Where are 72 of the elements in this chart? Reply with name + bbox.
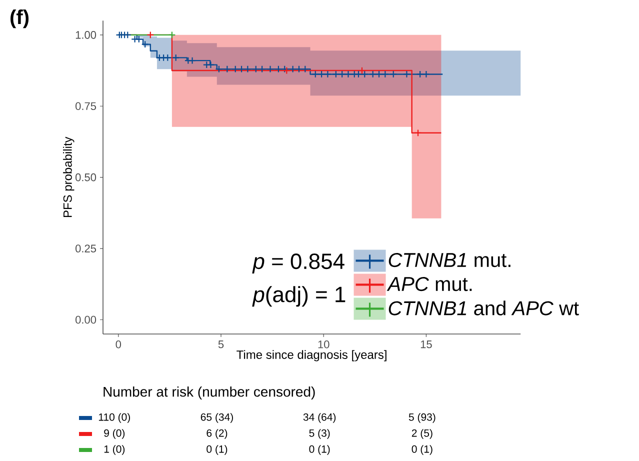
point: [172, 54, 180, 62]
y-tick-label: 0.00: [76, 316, 96, 324]
point: [244, 65, 252, 73]
point: [312, 70, 320, 78]
point: [164, 54, 172, 62]
y-tick-label: 0.50: [76, 173, 96, 182]
point: [390, 70, 398, 78]
point: [266, 65, 274, 73]
text: 5 (3): [309, 429, 330, 439]
point: [135, 35, 143, 43]
text: 65 (34): [200, 413, 233, 423]
x-tick-label: 5: [218, 340, 224, 348]
point: [160, 54, 168, 62]
point: [416, 70, 424, 78]
annotation: p(adj) = 1: [252, 286, 346, 307]
point: [202, 61, 210, 69]
text: 9 (0): [104, 429, 125, 439]
point: [344, 70, 352, 78]
point: [369, 70, 377, 78]
point: [402, 70, 410, 78]
point: [324, 70, 332, 78]
x-axis-title: Time since diagnosis [years]: [236, 350, 386, 362]
legend-label: CTNNB1 mut.: [388, 252, 510, 268]
text: 0 (1): [309, 445, 330, 455]
text: 6 (2): [206, 429, 228, 439]
text: 5 (93): [408, 413, 436, 423]
point: [301, 65, 309, 73]
point: [184, 56, 192, 64]
point: [238, 65, 246, 73]
text: Number at risk (number censored): [104, 386, 315, 400]
legend-label: APC mut.: [386, 276, 472, 292]
point: [354, 70, 362, 78]
point: [381, 70, 389, 78]
y-tick-label: 0.25: [76, 244, 96, 252]
x-tick-label: 0: [116, 340, 122, 348]
text: 0 (1): [206, 445, 228, 455]
text: 110 (0): [98, 413, 130, 423]
point: [141, 40, 149, 48]
point: [295, 65, 303, 73]
annotation: p = 0.854: [252, 254, 344, 274]
point: [338, 70, 346, 78]
point: [318, 70, 326, 78]
point: [350, 70, 358, 78]
text: 2 (5): [412, 429, 432, 439]
point: [168, 31, 176, 39]
text: 1 (0): [104, 445, 125, 455]
point: [252, 65, 260, 73]
point: [289, 65, 297, 73]
point: [156, 54, 164, 62]
point: [258, 65, 266, 73]
point: [422, 70, 430, 78]
point: [215, 65, 223, 73]
legend-label: CTNNB1 and APC wt: [388, 300, 579, 316]
point: [232, 65, 240, 73]
point: [332, 70, 340, 78]
x-tick-label: 15: [420, 340, 432, 348]
point: [274, 65, 282, 73]
point: [188, 56, 196, 64]
point: [358, 66, 366, 74]
point: [223, 65, 231, 73]
y-tick-label: 1.00: [76, 31, 96, 39]
y-tick-label: 0.75: [76, 102, 96, 110]
point: [206, 61, 214, 69]
text: 34 (64): [303, 413, 336, 423]
point: [414, 129, 422, 137]
text: 0 (1): [412, 445, 432, 455]
text: (f): [10, 10, 29, 28]
point: [375, 70, 383, 78]
point: [360, 70, 368, 78]
x-tick-label: 10: [318, 340, 330, 348]
y-axis-title: PFS probability: [63, 136, 74, 218]
point: [146, 31, 154, 39]
